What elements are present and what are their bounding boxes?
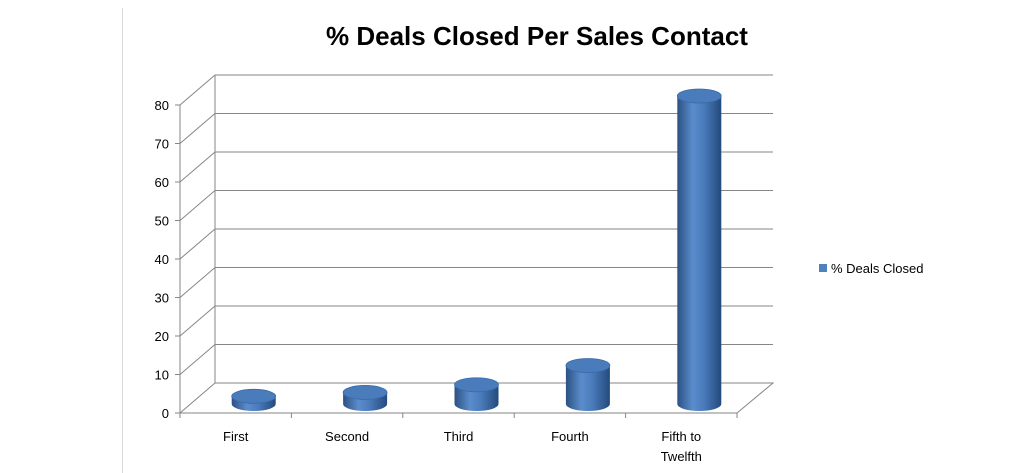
x-tick-label-4-0: Fifth to — [661, 429, 701, 444]
bar-top-4 — [676, 88, 722, 104]
gridline-side-40 — [179, 228, 216, 260]
bar-0 — [231, 388, 277, 411]
x-tick-label-2-0: Third — [444, 429, 474, 444]
bar-body-2 — [454, 384, 499, 411]
gridline-side-10 — [179, 344, 216, 375]
bar-4 — [676, 88, 722, 411]
y-tick-label-20: 20 — [155, 329, 169, 344]
y-tick-label-40: 40 — [155, 252, 169, 267]
legend-swatch — [819, 264, 827, 272]
y-tick-label-30: 30 — [155, 291, 169, 306]
bar-top-3 — [565, 358, 611, 373]
y-axis-ticks: 0 10 20 30 40 50 60 70 80 — [155, 98, 180, 421]
floor — [178, 382, 775, 414]
gridline-side-50 — [179, 190, 216, 221]
y-tick-label-70: 70 — [155, 137, 169, 152]
left-divider — [122, 8, 123, 473]
gridline-side-80 — [179, 74, 216, 106]
x-tick-label-1-0: Second — [325, 429, 369, 444]
gridline-side-30 — [179, 267, 216, 298]
legend-label: % Deals Closed — [831, 261, 924, 276]
gridline-side-60 — [179, 151, 216, 183]
legend: % Deals Closed — [819, 261, 924, 276]
y-tick-label-0: 0 — [162, 406, 169, 421]
bar-body-4 — [677, 96, 722, 411]
bar-2 — [454, 377, 499, 411]
bar-top-1 — [342, 385, 388, 400]
gridline-side-20 — [179, 305, 216, 337]
x-axis-labels: First Second Third Fourth Fifth to Twelfth — [179, 413, 738, 464]
bar-3 — [565, 358, 611, 411]
y-tick-label-60: 60 — [155, 175, 169, 190]
x-tick-label-3-0: Fourth — [551, 429, 589, 444]
y-tick-label-50: 50 — [155, 214, 169, 229]
bar-body-3 — [565, 365, 610, 411]
gridline-side-70 — [179, 113, 216, 144]
y-tick-label-80: 80 — [155, 98, 169, 113]
bar-top-0 — [231, 388, 277, 404]
x-tick-label-0-0: First — [223, 429, 249, 444]
y-tick-label-10: 10 — [155, 368, 169, 383]
bars — [231, 88, 722, 411]
bar-1 — [342, 385, 388, 411]
chart-title: % Deals Closed Per Sales Contact — [326, 21, 748, 51]
x-tick-label-4-1: Twelfth — [661, 449, 702, 464]
bar-top-2 — [454, 377, 499, 393]
